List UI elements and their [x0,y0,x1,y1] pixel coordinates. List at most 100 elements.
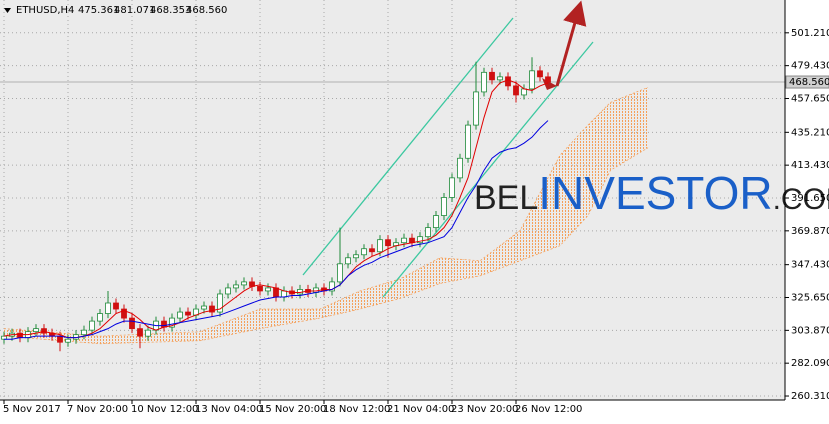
candle-body [497,76,503,81]
cloud-segment [520,155,560,261]
candle-body [241,281,247,286]
candle-body [169,317,175,328]
cloud-segment [588,102,611,216]
candle-body [121,308,127,319]
candle-body [105,302,111,314]
price-label: 468.560 [789,77,829,88]
candle-body [449,177,455,198]
cloud-edge [3,87,649,337]
candle-body [177,311,183,319]
watermark-part: BEL [474,179,538,217]
price-label-box [785,75,829,89]
y-tick-label: 479.430 [791,61,829,72]
indicator-line [3,79,549,339]
candle-body [401,237,407,244]
candle-body [17,332,23,339]
x-tick-label: 15 Nov 20:00 [259,404,326,415]
cloud-segment [610,87,648,171]
cloud-segment [400,257,440,299]
candle-body [329,281,335,292]
candle-body [537,70,543,78]
cloud-segment [320,290,360,319]
candle-body [233,284,239,289]
candle-body [457,157,463,179]
candle-body [145,329,151,337]
x-tick-label: 26 Nov 12:00 [515,404,582,415]
candle-body [353,254,359,259]
candle-body [473,91,479,126]
candle-body [209,305,215,313]
candle-body [65,338,71,343]
cloud-segment [100,331,200,344]
candle-body [505,76,511,87]
candle-body [489,71,495,81]
x-tick-label: 13 Nov 04:00 [195,404,262,415]
candle-body [265,287,271,292]
y-tick-label: 369.870 [791,226,829,237]
candle-body [81,329,87,336]
y-tick-label: 501.210 [791,28,829,39]
watermark: BELINVESTOR.COM [474,167,829,219]
y-tick-label: 303.870 [791,325,829,336]
cloud-edge [3,147,649,345]
candle-body [521,88,527,96]
candle-body [441,197,447,216]
candle-body [57,335,63,343]
candle-body [113,302,119,310]
x-tick-label: 10 Nov 12:00 [131,404,198,415]
y-tick-label: 282.090 [791,358,829,369]
candle-body [161,320,167,328]
cloud-segment [360,278,400,310]
candle-body [345,257,351,265]
candle-body [89,320,95,331]
candle-body [465,124,471,159]
cloud-segment [260,309,320,329]
candle-body [377,239,383,253]
y-tick-label: 347.430 [791,260,829,271]
ohlc-value: 475.361 [78,5,119,16]
x-tick-label: 18 Nov 12:00 [323,404,390,415]
forecast-arrow [555,0,587,87]
candle-body [97,313,103,322]
candle-body [257,286,263,292]
candle-body [369,248,375,253]
candle-body [337,263,343,283]
candle-body [217,293,223,313]
indicator-line [4,120,549,340]
candle-body [201,305,207,310]
candle-body [529,70,535,90]
y-tick-label: 413.430 [791,160,829,171]
candle-body [425,227,431,238]
candle-body [361,248,367,256]
candle-body [41,328,47,334]
x-tick-label: 21 Nov 04:00 [387,404,454,415]
ohlc-value: 468.353 [150,5,191,16]
x-tick-label: 7 Nov 20:00 [67,404,128,415]
menu-icon [4,8,11,13]
candle-body [385,239,391,247]
watermark-part: INVESTOR [538,167,772,219]
ohlc-value: 468.560 [186,5,227,16]
candle-body [433,215,439,229]
y-tick-label: 457.650 [791,93,829,104]
x-tick-label: 23 Nov 20:00 [451,404,518,415]
y-tick-label: 435.210 [791,127,829,138]
candle-body [129,317,135,330]
candle-body [417,236,423,244]
candle-body [481,71,487,93]
cloud-segment [440,257,480,284]
cloud-segment [560,125,588,246]
candle-body [137,328,143,337]
candle-body [33,328,39,333]
candle-body [225,287,231,295]
y-tick-label: 325.650 [791,293,829,304]
plot-area [0,0,785,400]
candle-body [185,311,191,316]
symbol: ETHUSD,H4 [16,5,74,16]
candle-body [273,287,279,298]
candle-body [545,76,551,83]
ohlc-value: 481.071 [114,5,155,16]
channel-line [302,17,514,276]
x-tick-label: 5 Nov 2017 [3,404,61,415]
